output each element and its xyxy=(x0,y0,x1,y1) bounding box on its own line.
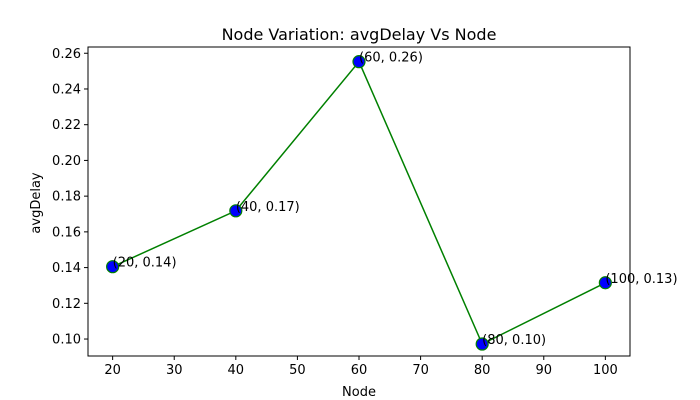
y-tick-label: 0.10 xyxy=(52,333,81,348)
data-label: (60, 0.26) xyxy=(359,51,423,66)
x-tick-label: 60 xyxy=(351,363,368,378)
x-tick-label: 30 xyxy=(166,363,183,378)
x-tick-label: 40 xyxy=(228,363,245,378)
data-point xyxy=(598,276,612,290)
y-tick-label: 0.26 xyxy=(52,47,81,62)
data-label: (80, 0.10) xyxy=(482,333,546,348)
data-label: (40, 0.17) xyxy=(236,200,300,215)
x-tick-label: 90 xyxy=(535,363,552,378)
data-point xyxy=(352,55,366,69)
plot-frame xyxy=(87,46,631,357)
y-tick-label: 0.16 xyxy=(52,225,81,240)
data-point xyxy=(475,337,489,351)
data-point xyxy=(229,204,243,218)
y-tick-label: 0.22 xyxy=(52,118,81,133)
chart-title: Node Variation: avgDelay Vs Node xyxy=(222,25,497,44)
x-tick-label: 20 xyxy=(104,363,121,378)
data-point xyxy=(106,260,120,274)
x-tick-label: 100 xyxy=(593,363,618,378)
data-label: (20, 0.14) xyxy=(113,256,177,271)
y-tick-label: 0.18 xyxy=(52,190,81,205)
y-tick-label: 0.24 xyxy=(52,82,81,97)
x-tick-label: 70 xyxy=(412,363,429,378)
series-line xyxy=(112,60,606,346)
x-tick-label: 80 xyxy=(474,363,491,378)
data-label: (100, 0.13) xyxy=(605,272,677,287)
x-tick-label: 50 xyxy=(289,363,306,378)
plot-area: 20 30 40 50 60 70 80 90 100 0.10 0.12 0.14 0.16 0.18 0… xyxy=(52,46,678,378)
y-tick-label: 0.20 xyxy=(52,154,81,169)
x-axis-label: Node xyxy=(342,385,376,400)
y-axis-label: avgDelay xyxy=(29,172,44,233)
y-tick-label: 0.14 xyxy=(52,261,81,276)
y-tick-label: 0.12 xyxy=(52,297,81,312)
